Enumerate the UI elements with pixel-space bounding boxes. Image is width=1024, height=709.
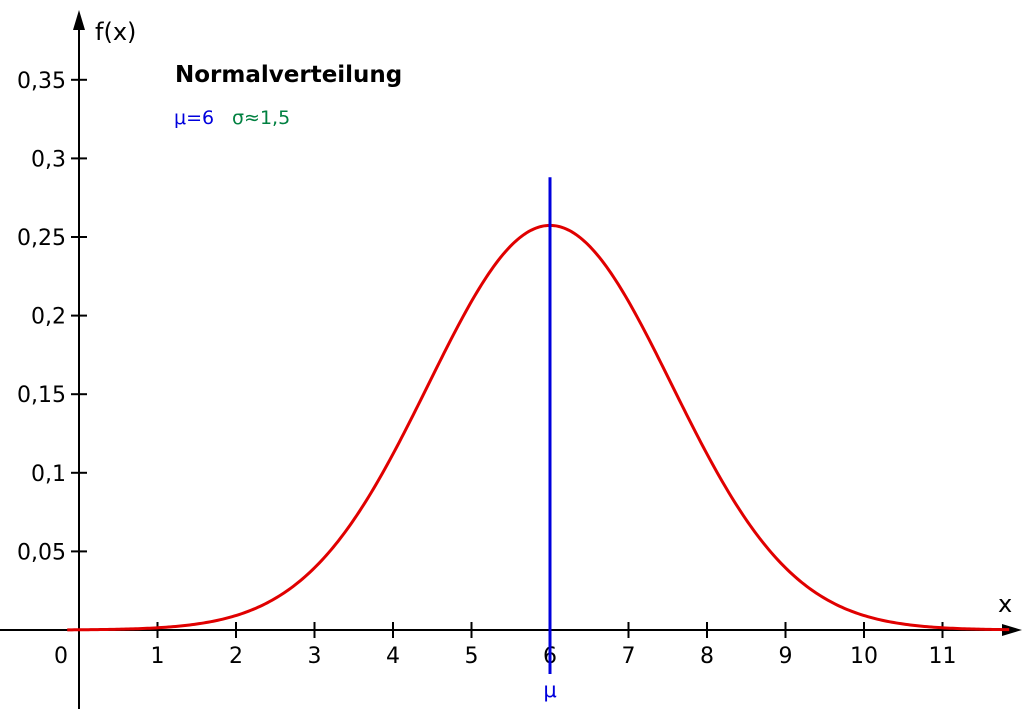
x-tick-label: 1 xyxy=(151,644,165,669)
ticks: 12345678910110,050,10,150,20,250,30,35 xyxy=(17,69,956,669)
x-axis-arrow xyxy=(1002,624,1022,636)
sigma-parameter: σ≈1,5 xyxy=(232,107,290,129)
y-axis-label: f(x) xyxy=(95,18,136,46)
x-tick-label: 9 xyxy=(779,644,793,669)
mu-parameter: μ=6 xyxy=(174,107,214,129)
chart-title: Normalverteilung xyxy=(175,62,402,88)
y-tick-label: 0,2 xyxy=(31,305,66,330)
x-tick-label: 4 xyxy=(386,644,400,669)
y-tick-label: 0,15 xyxy=(17,383,66,408)
x-tick-label: 7 xyxy=(622,644,636,669)
y-tick-label: 0,3 xyxy=(31,147,66,172)
x-tick-label: 11 xyxy=(929,644,957,669)
y-tick-label: 0,25 xyxy=(17,226,66,251)
x-tick-label: 5 xyxy=(465,644,479,669)
y-axis-arrow xyxy=(73,10,85,30)
y-tick-label: 0,35 xyxy=(17,69,66,94)
axes xyxy=(0,10,1022,709)
normal-curve xyxy=(67,223,1010,632)
mean-label: μ xyxy=(543,678,556,702)
x-tick-label: 3 xyxy=(308,644,322,669)
x-tick-label: 10 xyxy=(850,644,878,669)
mean-layer: μ xyxy=(543,177,557,702)
x-tick-label: 2 xyxy=(229,644,243,669)
origin-label: 0 xyxy=(54,644,68,669)
x-tick-label: 8 xyxy=(700,644,714,669)
curve-layer xyxy=(67,223,1010,632)
y-tick-label: 0,1 xyxy=(31,462,66,487)
x-axis-label: x xyxy=(998,590,1012,618)
y-tick-label: 0,05 xyxy=(17,540,66,565)
